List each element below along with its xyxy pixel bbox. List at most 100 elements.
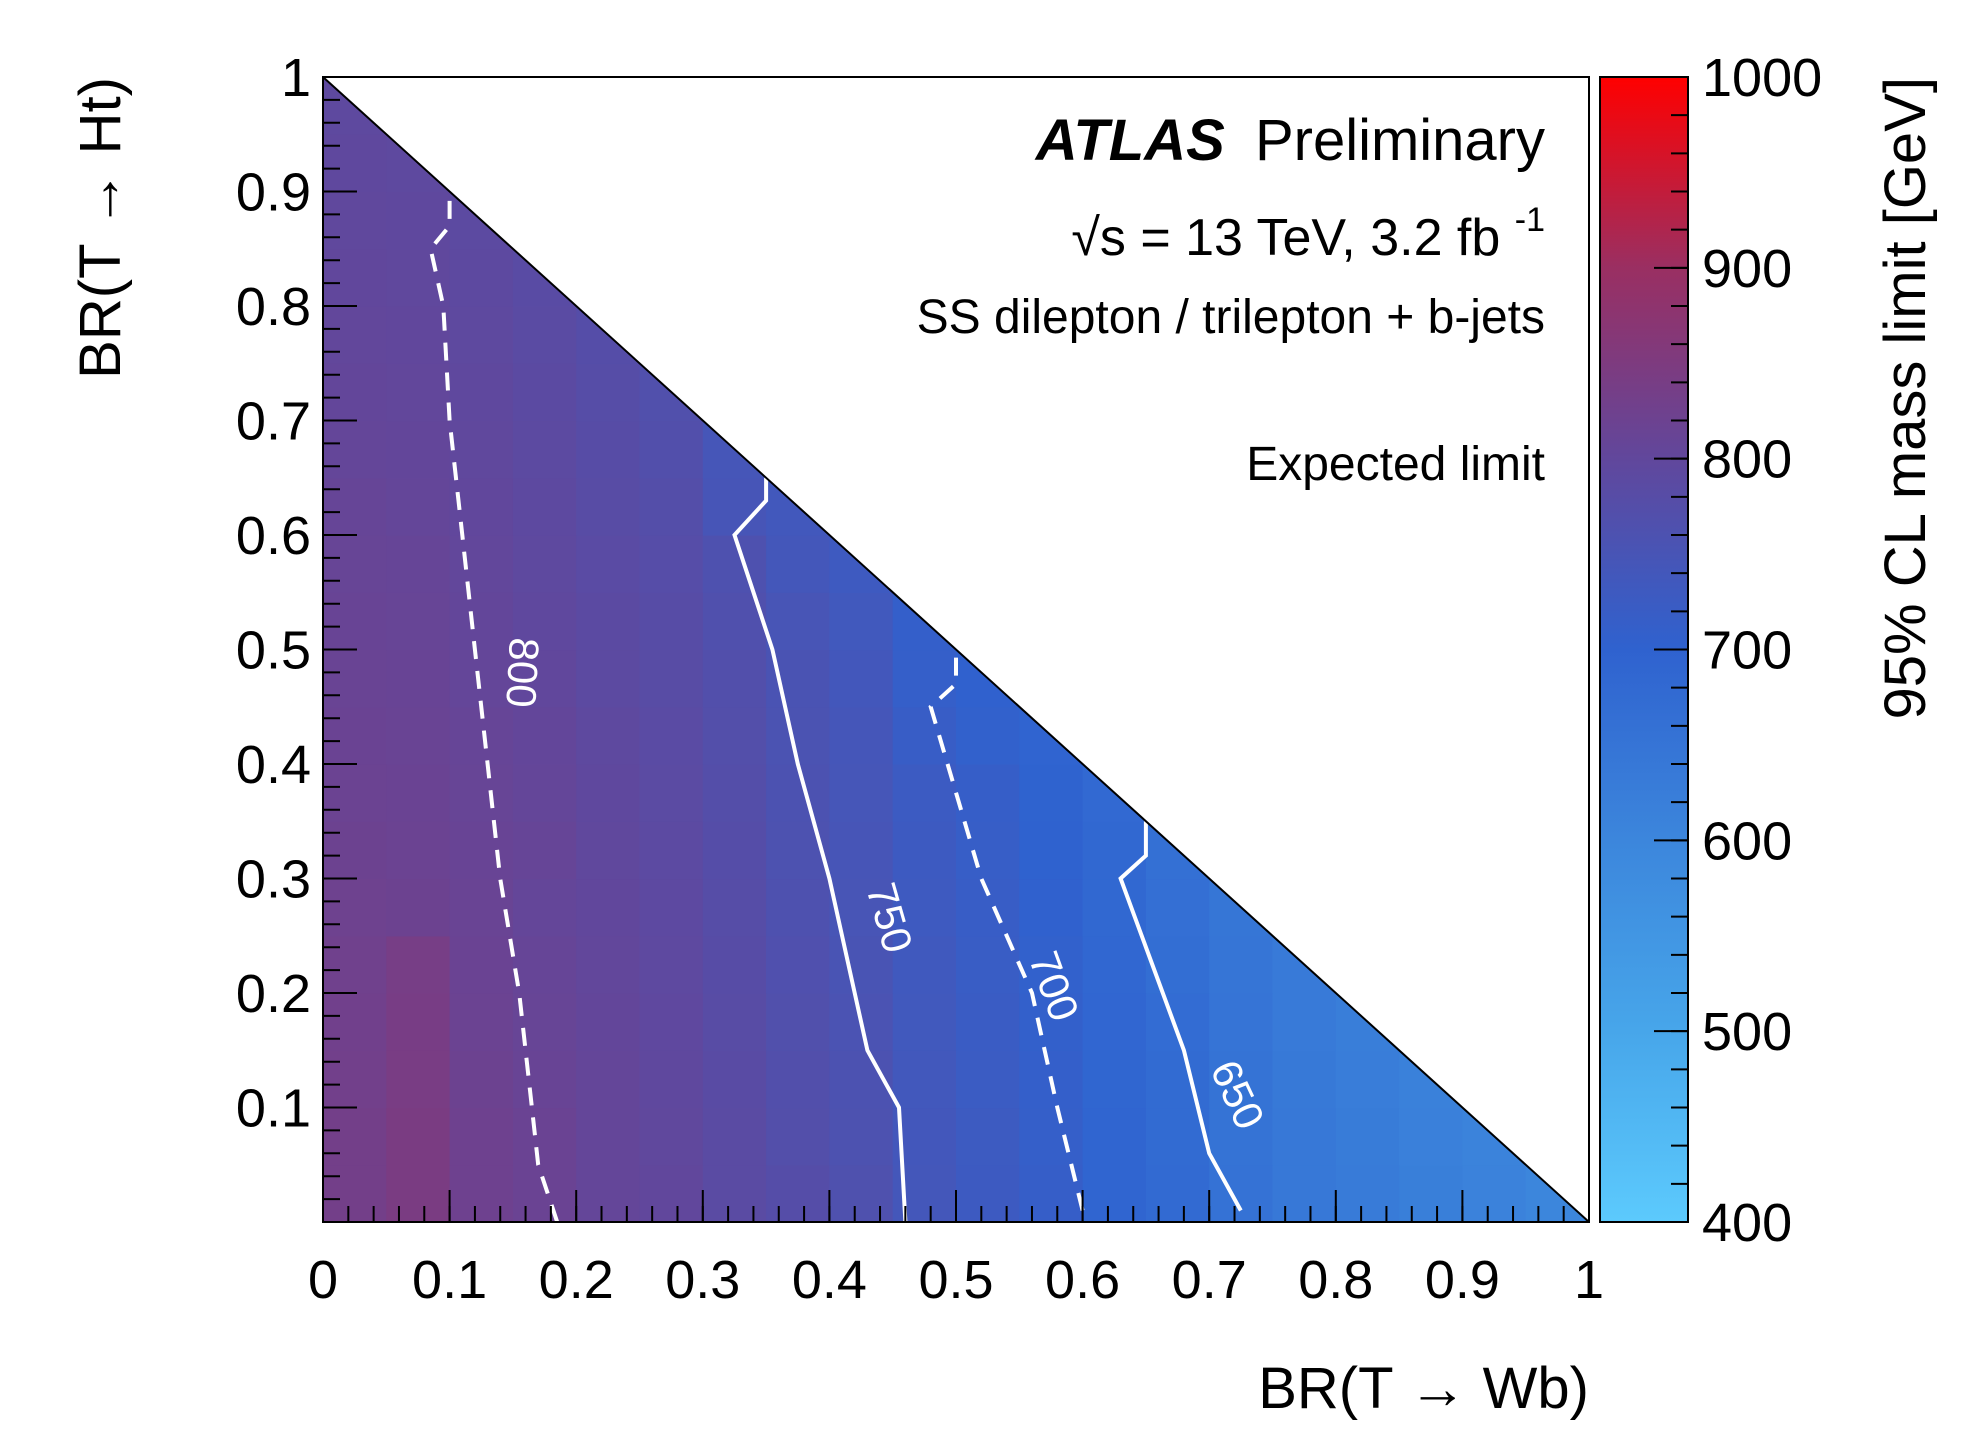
heatmap-cell-175 [386, 477, 451, 536]
heatmap-cell-81 [766, 935, 830, 994]
heatmap-cell-191 [449, 363, 514, 422]
heatmap-cell-13 [1145, 1164, 1210, 1222]
heatmap-cell-174 [323, 477, 387, 536]
svg-text:ATLAS Preliminary: ATLAS Preliminary [1034, 108, 1545, 173]
heatmap-cell-31 [1019, 1107, 1084, 1166]
heatmap-cell-94 [576, 878, 641, 937]
heatmap-cell-150 [702, 649, 767, 708]
heatmap-cell-196 [386, 306, 451, 364]
heatmap-cell-101 [1019, 878, 1084, 937]
heatmap-cell-24 [576, 1107, 641, 1166]
heatmap-cell-166 [386, 535, 451, 593]
y-tick-label: 0.1 [236, 1079, 311, 1139]
heatmap-cell-103 [1145, 878, 1210, 937]
heatmap-cell-53 [1209, 1050, 1274, 1109]
heatmap-cell-7 [766, 1164, 830, 1222]
contour-800 [428, 191, 560, 1222]
y-tick-label: 0.3 [236, 850, 311, 910]
x-axis: 0 0.1 0.2 0.3 0.4 0.5 0.6 0.7 0.8 0.9 1 [308, 1190, 1604, 1310]
svg-text:√s = 13 TeV, 3.2 fb -1: √s = 13 TeV, 3.2 fb -1 [1071, 201, 1545, 267]
channel-label: SS dilepton / trilepton + b-jets [917, 291, 1545, 344]
heatmap-cell-42 [512, 1050, 577, 1109]
heatmap-cell-192 [512, 363, 577, 422]
heatmap-cell-61 [576, 993, 641, 1051]
heatmap-cell-16 [1335, 1164, 1400, 1222]
heatmap-cell-92 [449, 878, 514, 937]
y-tick-label: 0.4 [236, 735, 311, 795]
heatmap-cell-120 [386, 764, 451, 822]
x-tick-label: 0.5 [918, 1250, 993, 1310]
x-tick-label: 1 [1574, 1250, 1604, 1310]
heatmap-cell-186 [576, 420, 641, 479]
heatmap-cell-153 [892, 649, 957, 708]
heatmap-cell-117 [1082, 821, 1147, 880]
heatmap-cell-198 [512, 306, 577, 364]
heatmap-cell-100 [956, 878, 1020, 937]
heatmap-cell-193 [576, 363, 641, 422]
heatmap-cell-113 [829, 821, 894, 880]
heatmap-cell-23 [512, 1107, 577, 1166]
heatmap-cell-152 [829, 649, 894, 708]
heatmap-cell-136 [576, 706, 641, 765]
heatmap-cell-28 [829, 1107, 894, 1166]
y-tick-label: 0.7 [236, 392, 311, 452]
heatmap-cell-146 [449, 649, 514, 708]
heatmap-cell-34 [1209, 1107, 1274, 1166]
heatmap-cell-95 [639, 878, 704, 937]
heatmap-cell-185 [512, 420, 577, 479]
heatmap-cell-49 [956, 1050, 1020, 1109]
x-tick-label: 0.9 [1425, 1250, 1500, 1310]
heatmap-cell-51 [1082, 1050, 1147, 1109]
heatmap-cell-127 [829, 764, 894, 822]
y-axis: 0.1 0.2 0.3 0.4 0.5 0.6 0.7 0.8 0.9 1 [236, 48, 357, 1223]
heatmap-cell-112 [766, 821, 830, 880]
heatmap-cell-119 [323, 764, 387, 822]
heatmap-cell-10 [956, 1164, 1020, 1222]
heatmap-cell-145 [386, 649, 451, 708]
heatmap-cell-59 [449, 993, 514, 1051]
heatmap-cell-48 [892, 1050, 957, 1109]
y-axis-title: BR(T → Ht) [68, 77, 133, 379]
heatmap-cell-26 [702, 1107, 767, 1166]
heatmap-cell-157 [449, 592, 514, 651]
y-tick-label: 0.5 [236, 621, 311, 681]
z-tick-label: 600 [1702, 811, 1792, 871]
heatmap-cell-68 [1019, 993, 1084, 1051]
contour-label-800: 800 [497, 636, 548, 708]
contour-650 [1118, 821, 1243, 1212]
heatmap-cell-44 [639, 1050, 704, 1109]
heatmap-cell-171 [702, 535, 767, 593]
heatmap-cell-169 [576, 535, 641, 593]
heatmap-cell-2 [449, 1164, 514, 1222]
heatmap-cell-170 [639, 535, 704, 593]
status-label: Preliminary [1255, 108, 1545, 173]
heatmap-cell-55 [1335, 1050, 1400, 1109]
x-tick-label: 0.1 [412, 1250, 487, 1310]
heatmap-cell-96 [702, 878, 767, 937]
x-tick-label: 0.6 [1045, 1250, 1120, 1310]
z-tick-label: 700 [1702, 621, 1792, 681]
heatmap-cell-36 [1335, 1107, 1400, 1166]
heatmap-cell-202 [449, 248, 514, 307]
heatmap-cell-163 [829, 592, 894, 651]
heatmap-cell-177 [512, 477, 577, 536]
heatmap-cell-3 [512, 1164, 577, 1222]
z-tick-label: 400 [1702, 1193, 1792, 1253]
heatmap-cell-128 [892, 764, 957, 822]
heatmap-cell-135 [512, 706, 577, 765]
heatmap-cell-148 [576, 649, 641, 708]
heatmap-cell-204 [323, 191, 387, 250]
heatmap-cell-205 [386, 191, 451, 250]
heatmap-cell-111 [702, 821, 767, 880]
heatmap-cell-77 [512, 935, 577, 994]
kinematic-boundary [322, 76, 1590, 1223]
color-scale-title: 95% CL mass limit [GeV] [1873, 77, 1938, 719]
energy-lumi-label: √s = 13 TeV, 3.2 fb [1071, 209, 1500, 267]
heatmap-cell-132 [323, 706, 387, 765]
heatmap-cell-200 [323, 248, 387, 307]
heatmap-cell-180 [702, 477, 767, 536]
heatmap-cell-25 [639, 1107, 704, 1166]
heatmap-cell-67 [956, 993, 1020, 1051]
heatmap-cell-165 [323, 535, 387, 593]
heatmap-cell-144 [323, 649, 387, 708]
